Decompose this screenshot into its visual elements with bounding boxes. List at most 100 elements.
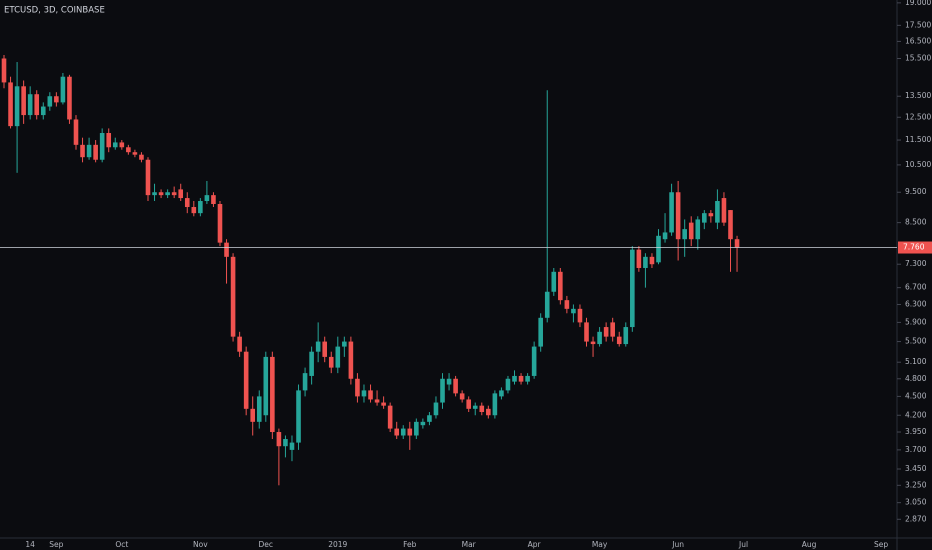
candle-body — [656, 235, 661, 263]
candle-body — [603, 327, 609, 337]
y-tick-label: 6.700 — [905, 283, 927, 292]
candle-body — [643, 256, 648, 268]
candle-body — [630, 249, 635, 328]
y-tick-label: 3.700 — [905, 445, 927, 454]
candle-body — [649, 256, 655, 265]
y-tick-label: 4.500 — [905, 391, 927, 400]
candle-body — [564, 300, 570, 309]
candle-body — [715, 201, 720, 223]
candle-body — [387, 405, 393, 429]
y-tick-label: 15.500 — [905, 53, 931, 62]
x-tick-label: 14 — [25, 540, 35, 549]
candle-body — [34, 94, 40, 116]
x-tick-label: Sep — [874, 540, 888, 549]
candle-body — [139, 154, 144, 160]
candle-body — [610, 322, 615, 337]
y-tick-label: 10.500 — [905, 160, 931, 169]
candle-body — [270, 356, 275, 433]
candle-body — [126, 147, 131, 153]
x-tick-label: 2019 — [328, 540, 347, 549]
candle-body — [27, 94, 33, 116]
candle-body — [616, 336, 622, 345]
candle-body — [695, 219, 701, 240]
candle-body — [558, 271, 563, 301]
candle-body — [250, 408, 256, 422]
candle-body — [675, 192, 681, 240]
candle-body — [544, 291, 550, 318]
candle-body — [322, 341, 328, 357]
candle-body — [335, 346, 341, 368]
candle-body — [721, 198, 727, 223]
x-tick-label: Aug — [802, 540, 817, 549]
candle-body — [728, 210, 733, 240]
candle-body — [636, 249, 642, 268]
candle-body — [283, 439, 288, 447]
y-tick-label: 2.870 — [905, 514, 927, 523]
y-tick-label: 13.500 — [905, 91, 931, 100]
candle-body — [217, 203, 223, 243]
candle-body — [538, 317, 543, 347]
candle-body — [361, 390, 367, 397]
candle-body — [1, 58, 7, 83]
y-tick-label: 7.300 — [905, 259, 927, 268]
candle-body — [243, 351, 249, 409]
candle-body — [374, 399, 380, 403]
price-label-box — [898, 241, 932, 254]
y-tick-label: 4.800 — [905, 374, 927, 383]
candle-body — [688, 222, 694, 240]
candle-body — [106, 133, 112, 148]
candle-body — [453, 378, 458, 394]
candle-body — [734, 239, 740, 248]
y-tick-label: 5.100 — [905, 357, 927, 366]
candle-body — [145, 159, 151, 196]
x-tick-label: Apr — [528, 540, 542, 549]
y-tick-label: 17.500 — [905, 20, 931, 29]
y-tick-label: 5.500 — [905, 337, 927, 346]
candle-body — [178, 189, 184, 199]
candle-body — [584, 322, 589, 342]
candle-body — [230, 256, 236, 337]
candle-body — [224, 242, 229, 257]
candle-body — [479, 405, 485, 413]
candle-body — [263, 356, 269, 416]
candle-body — [158, 192, 164, 196]
candle-body — [80, 144, 85, 158]
candle-body — [348, 341, 354, 379]
candle-body — [47, 96, 53, 107]
candle-body — [355, 378, 360, 397]
candle-body — [590, 341, 596, 345]
candle-body — [8, 82, 13, 127]
candle-body — [623, 327, 629, 345]
candle-body — [407, 428, 413, 436]
y-tick-label: 3.050 — [905, 498, 927, 507]
candle-body — [551, 271, 557, 292]
candle-body — [60, 76, 66, 103]
candle-body — [702, 213, 707, 223]
candle-body — [204, 195, 210, 202]
candle-body — [682, 229, 687, 240]
candle-body — [73, 119, 79, 145]
y-tick-label: 4.200 — [905, 410, 927, 419]
candle-body — [21, 86, 26, 116]
y-tick-label: 9.500 — [905, 187, 927, 196]
x-tick-label: Mar — [462, 540, 477, 549]
candle-body — [486, 408, 491, 416]
x-tick-label: Dec — [259, 540, 274, 549]
candle-body — [328, 356, 334, 368]
candle-body — [86, 144, 92, 158]
x-tick-label: Feb — [403, 540, 417, 549]
candle-body — [472, 405, 478, 409]
candle-body — [171, 192, 177, 196]
candle-body — [571, 308, 576, 314]
candle-body — [152, 192, 157, 196]
candle-body — [256, 396, 262, 422]
candle-body — [420, 421, 426, 426]
candle-body — [531, 346, 537, 376]
candle-body — [505, 378, 511, 391]
candle-body — [518, 375, 524, 382]
y-tick-label: 8.500 — [905, 218, 927, 227]
y-tick-label: 19.000 — [905, 0, 931, 7]
